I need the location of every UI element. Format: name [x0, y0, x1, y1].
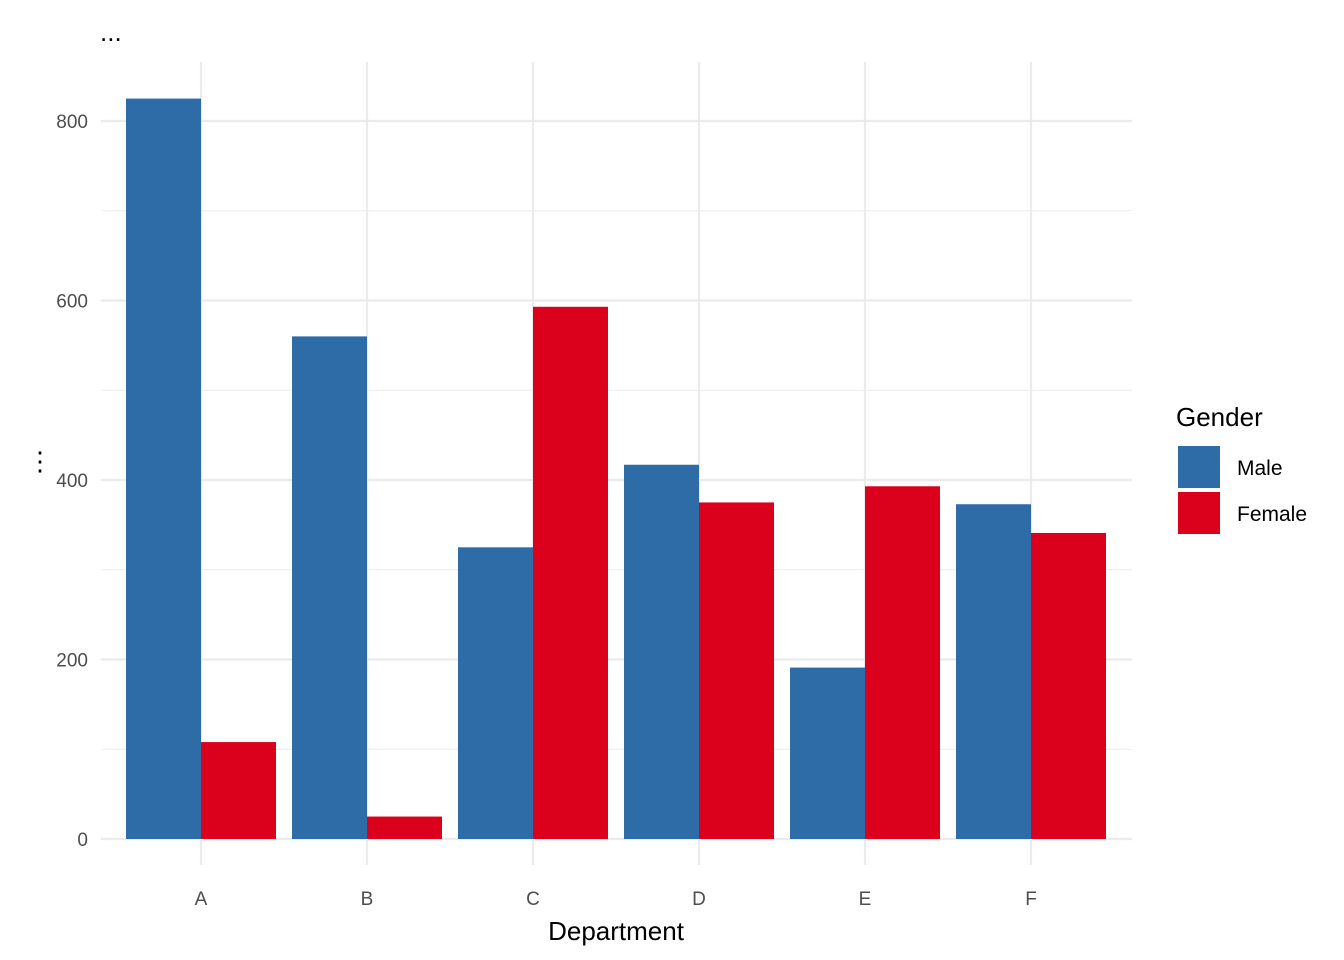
bar-female-f — [1031, 532, 1106, 839]
y-tick-label: 800 — [56, 112, 88, 133]
x-tick-label: F — [1025, 889, 1037, 910]
bar-male-b — [292, 336, 367, 839]
x-tick-label: B — [361, 889, 374, 910]
legend-items: Male Female — [1178, 446, 1307, 534]
x-axis-title: Department — [548, 916, 685, 946]
legend: Gender Male Female — [1176, 402, 1307, 534]
legend-label-female: Female — [1237, 503, 1307, 526]
bar-male-c — [458, 547, 533, 839]
bar-male-a — [126, 98, 201, 839]
x-tick-label: A — [195, 889, 208, 910]
y-tick-label: 0 — [77, 830, 88, 851]
bar-female-d — [699, 502, 774, 839]
legend-title: Gender — [1176, 402, 1263, 432]
legend-label-male: Male — [1237, 457, 1283, 480]
legend-key-male — [1178, 446, 1220, 488]
y-tick-label: 400 — [56, 471, 88, 492]
bar-female-b — [367, 816, 442, 839]
x-tick-label: D — [692, 889, 706, 910]
bar-male-d — [624, 464, 699, 839]
bar-male-e — [790, 667, 865, 839]
y-tick-label: 200 — [56, 651, 88, 672]
bar-female-e — [865, 486, 940, 839]
bar-male-f — [956, 504, 1031, 839]
legend-key-female — [1178, 492, 1220, 534]
bar-female-c — [533, 306, 608, 840]
x-tick-label: E — [859, 889, 872, 910]
y-tick-label: 600 — [56, 292, 88, 313]
bar-female-a — [201, 742, 276, 839]
y-axis-title: ⋮ — [27, 446, 53, 476]
x-tick-labels: A B C D E F — [195, 889, 1037, 910]
y-tick-labels: 0 200 400 600 800 — [56, 112, 88, 851]
x-tick-label: C — [526, 889, 540, 910]
chart-title: ... — [100, 17, 122, 47]
bars — [126, 98, 1106, 840]
